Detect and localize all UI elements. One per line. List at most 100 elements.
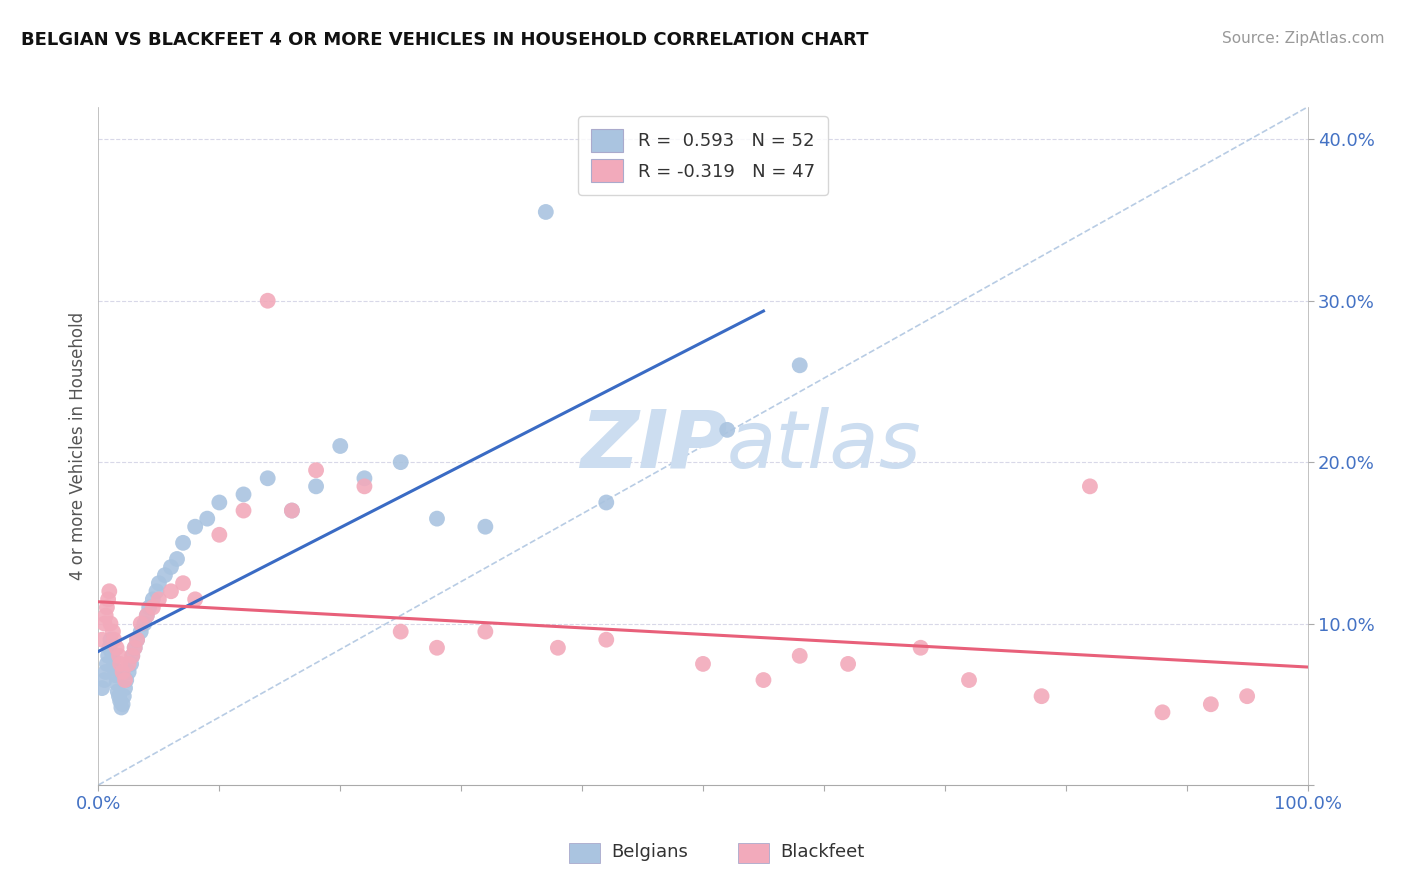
Point: [389, 455, 412, 469]
Point: [115, 673, 138, 687]
Point: [692, 657, 714, 671]
Point: [94, 608, 117, 623]
Point: [108, 648, 131, 663]
Point: [1152, 706, 1174, 720]
Point: [100, 616, 122, 631]
Point: [100, 632, 122, 647]
Point: [160, 560, 183, 574]
Point: [100, 646, 122, 660]
Point: [108, 657, 131, 671]
Text: Blackfeet: Blackfeet: [780, 843, 865, 861]
Point: [166, 552, 188, 566]
Text: atlas: atlas: [727, 407, 922, 485]
Point: [93, 616, 115, 631]
Point: [105, 640, 128, 655]
Text: BELGIAN VS BLACKFEET 4 OR MORE VEHICLES IN HOUSEHOLD CORRELATION CHART: BELGIAN VS BLACKFEET 4 OR MORE VEHICLES …: [21, 31, 869, 49]
Point: [547, 640, 569, 655]
Point: [281, 503, 304, 517]
Point: [97, 592, 120, 607]
Point: [135, 608, 157, 623]
Point: [208, 495, 231, 509]
Point: [91, 681, 114, 695]
Point: [105, 676, 128, 690]
Point: [98, 584, 121, 599]
Point: [114, 673, 136, 687]
Point: [184, 519, 207, 533]
Point: [135, 608, 157, 623]
Point: [534, 205, 557, 219]
Point: [124, 640, 146, 655]
Point: [232, 487, 254, 501]
Point: [129, 616, 152, 631]
Point: [142, 592, 165, 607]
Text: ZIP: ZIP: [579, 407, 727, 485]
Point: [121, 648, 143, 663]
Point: [256, 293, 278, 308]
Point: [96, 657, 118, 671]
Point: [1199, 698, 1222, 712]
Point: [114, 681, 136, 695]
Point: [752, 673, 775, 687]
Point: [111, 698, 134, 712]
Point: [426, 640, 449, 655]
Point: [837, 657, 859, 671]
Point: [232, 503, 254, 517]
Point: [426, 511, 449, 525]
Point: [127, 632, 149, 647]
Point: [256, 471, 278, 485]
Point: [153, 568, 176, 582]
Point: [108, 694, 131, 708]
Point: [138, 600, 160, 615]
Y-axis label: 4 or more Vehicles in Household: 4 or more Vehicles in Household: [69, 312, 87, 580]
Point: [121, 648, 143, 663]
Point: [142, 600, 165, 615]
Point: [107, 684, 129, 698]
Point: [208, 528, 231, 542]
Point: [101, 652, 124, 666]
Point: [93, 673, 115, 687]
Point: [389, 624, 412, 639]
Text: Belgians: Belgians: [612, 843, 689, 861]
Point: [103, 632, 125, 647]
Point: [353, 471, 375, 485]
Point: [716, 423, 738, 437]
Point: [148, 592, 170, 607]
Point: [474, 624, 496, 639]
Point: [101, 624, 124, 639]
Point: [195, 511, 218, 525]
Point: [94, 665, 117, 679]
Point: [97, 648, 120, 663]
Point: [104, 668, 127, 682]
Legend: R =  0.593   N = 52, R = -0.319   N = 47: R = 0.593 N = 52, R = -0.319 N = 47: [578, 116, 828, 195]
Point: [789, 648, 811, 663]
Point: [103, 662, 125, 676]
Point: [1031, 689, 1053, 703]
Point: [1236, 689, 1258, 703]
Point: [129, 624, 152, 639]
Point: [595, 495, 617, 509]
Point: [110, 700, 132, 714]
Point: [353, 479, 375, 493]
Point: [96, 600, 118, 615]
Point: [1078, 479, 1101, 493]
Point: [127, 632, 149, 647]
Point: [98, 640, 121, 655]
Point: [124, 640, 146, 655]
Point: [329, 439, 352, 453]
Point: [148, 576, 170, 591]
Text: Source: ZipAtlas.com: Source: ZipAtlas.com: [1222, 31, 1385, 46]
Point: [474, 519, 496, 533]
Point: [595, 632, 617, 647]
Point: [145, 584, 167, 599]
Point: [120, 657, 142, 671]
Point: [184, 592, 207, 607]
Point: [281, 503, 304, 517]
Point: [118, 657, 141, 671]
Point: [112, 689, 135, 703]
Point: [118, 665, 141, 679]
Point: [789, 359, 811, 373]
Point: [957, 673, 980, 687]
Point: [160, 584, 183, 599]
Point: [172, 576, 194, 591]
Point: [172, 536, 194, 550]
